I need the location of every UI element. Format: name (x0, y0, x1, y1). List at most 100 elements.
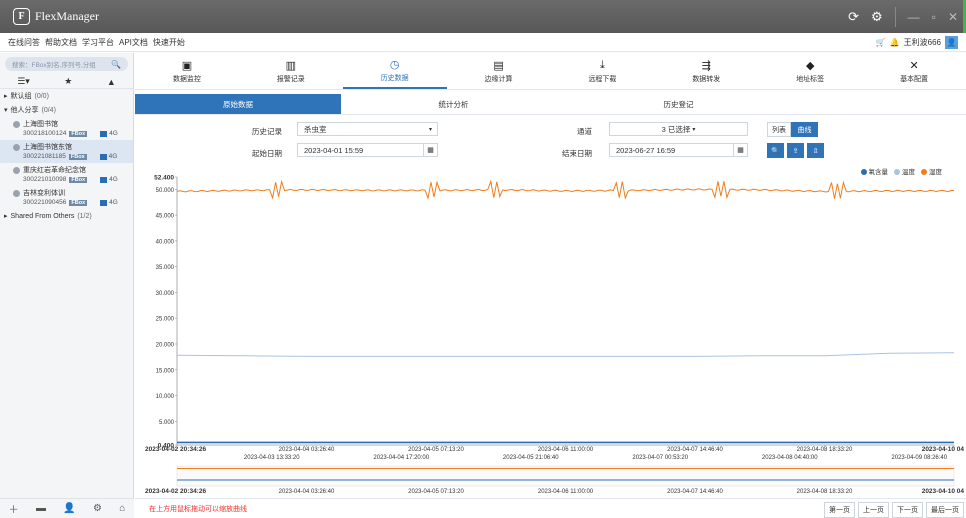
y-tick-label: 10.000 (156, 394, 175, 400)
list-view-button[interactable]: 列表 (767, 122, 791, 137)
channel-value: 3 已选择 (661, 124, 691, 134)
menu-item-learning[interactable]: 学习平台 (82, 37, 114, 47)
star-icon[interactable]: ★ (64, 76, 73, 86)
x-tick-label: 2023-04-07 14:46:40 (667, 447, 723, 453)
chevron-down-icon: ▾ (428, 126, 432, 133)
start-date-value: 2023-04-01 15:59 (304, 145, 364, 155)
maximize-button[interactable]: ▫ (931, 9, 936, 24)
calendar-icon[interactable]: ▦ (733, 143, 747, 157)
nav-label: 数据转发 (692, 75, 721, 83)
nav-data-monitor[interactable]: ▣ 数据监控 (135, 53, 239, 89)
device-item[interactable]: 重庆红岩革命纪念馆 300221010098 FBox 4G (0, 163, 133, 186)
network-type: 4G (109, 176, 118, 183)
refresh-icon[interactable]: ⟳ (848, 8, 860, 24)
device-search-input[interactable]: 搜索：FBox别名,序列号,分组 🔍 (5, 57, 128, 71)
network-type: 4G (108, 153, 118, 160)
home-icon[interactable]: ⌂ (119, 503, 126, 514)
end-date-label: 结束日期 (562, 149, 592, 158)
tab-raw-data[interactable]: 原始数据 (135, 94, 341, 114)
user-name[interactable]: 王利波666 (903, 38, 941, 47)
tab-statistics[interactable]: 统计分析 (438, 99, 469, 109)
list-view-icon[interactable]: ☰▾ (17, 76, 30, 86)
device-item[interactable]: 上海图书馆 300218100124 FBox 4G (0, 117, 133, 140)
y-tick-label: 25.000 (156, 317, 175, 323)
forward-icon: ⇶ (701, 59, 711, 72)
bell-icon[interactable]: 🔔 (889, 38, 900, 47)
tab-history-register[interactable]: 历史登记 (663, 99, 694, 109)
add-icon[interactable]: ＋ (8, 505, 19, 516)
device-item[interactable]: 吉林变利体训 300221090456 FBox 4G (0, 186, 133, 209)
x-tick-label: 2023-04-04 03:26:40 (279, 447, 335, 453)
menu-item-help[interactable]: 帮助文档 (45, 37, 77, 47)
warning-icon[interactable]: ▲ (106, 76, 116, 87)
next-page-button[interactable]: 下一页 (892, 502, 923, 518)
y-tick-label: 20.000 (156, 342, 175, 348)
device-serial: 300221081185 (23, 153, 66, 160)
group-default[interactable]: ▸ 默认组 (0/0) (0, 89, 133, 103)
caret-right-icon: ▸ (4, 93, 8, 100)
start-date-input[interactable]: 2023-04-01 15:59 ▦ (297, 143, 438, 157)
cart-icon[interactable]: 🛒 (875, 38, 886, 47)
search-button[interactable]: 🔍 (767, 143, 784, 158)
y-tick-label: 30.000 (156, 291, 175, 297)
settings-gear-icon[interactable]: ⚙ (871, 8, 883, 24)
divider (894, 6, 896, 27)
navigator-x-label: 2023-04-02 20:34:26 (145, 488, 206, 495)
menu-item-quickstart[interactable]: 快速开始 (152, 37, 185, 47)
device-serial: 300218100124 (23, 130, 67, 137)
history-icon: ◷ (389, 58, 400, 71)
history-line-chart[interactable]: 52.400 50.000 45.000 40.000 35.000 30.000 25.0… (135, 165, 966, 465)
prev-page-button[interactable]: 上一页 (858, 502, 889, 518)
sidebar: 搜索：FBox别名,序列号,分组 🔍 ☰▾ ★ ▲ ▸ 默认组 (0/0) ▾ … (0, 53, 134, 518)
channel-label: 通道 (577, 127, 592, 136)
nav-basic-config[interactable]: ✕ 基本配置 (862, 53, 966, 89)
nav-alarm-records[interactable]: ▥ 报警记录 (239, 53, 343, 89)
menu-item-qa[interactable]: 在线问答 (8, 37, 40, 47)
legend-item[interactable]: 氧含量 (860, 166, 888, 176)
config-icon: ✕ (909, 59, 919, 72)
signal-icon (100, 130, 108, 137)
last-page-button[interactable]: 最后一页 (926, 502, 964, 518)
folder-icon[interactable]: ▬ (35, 503, 46, 514)
group-shared-by-others[interactable]: ▾ 他人分享 (0/4) (0, 103, 133, 117)
end-date-input[interactable]: 2023-06-27 16:59 ▦ (609, 143, 748, 157)
close-button[interactable]: ✕ (947, 9, 958, 24)
series-line-2 (176, 179, 955, 201)
y-tick-label: 52.400 (154, 175, 174, 182)
nav-address-tags[interactable]: ◆ 地址标签 (758, 53, 862, 89)
sub-tabs: 原始数据 统计分析 历史登记 (135, 94, 966, 115)
history-record-select[interactable]: 杀虫室 ▾ (297, 122, 438, 136)
download-icon: ⤓ (600, 58, 605, 71)
search-icon[interactable]: 🔍 (111, 59, 121, 69)
nav-remote-download[interactable]: ⤓ 远程下载 (551, 53, 655, 89)
legend-item[interactable]: 湿度 (921, 166, 942, 176)
settings-icon[interactable]: ⚙ (92, 503, 102, 514)
navigator-x-label: 2023-04-06 11:00:00 (538, 489, 594, 495)
nav-data-forward[interactable]: ⇶ 数据转发 (654, 53, 758, 89)
y-tick-label: 50.000 (156, 188, 175, 194)
calendar-icon[interactable]: ▦ (423, 143, 437, 157)
export-button[interactable]: ⇪ (787, 143, 804, 158)
channel-select[interactable]: 3 已选择 ▾ (609, 122, 748, 136)
edge-compute-icon: ▤ (493, 59, 504, 72)
nav-history-data[interactable]: ◷ 历史数据 (342, 53, 447, 89)
fbox-badge: FBox (69, 176, 88, 183)
group-shared-from-others[interactable]: ▸ Shared From Others (1/2) (0, 209, 133, 223)
first-page-button[interactable]: 第一页 (824, 502, 855, 518)
zoom-navigator-chart[interactable]: 2023-04-02 20:34:26 2023-04-04 03:26:40 20… (135, 464, 966, 498)
nav-edge-compute[interactable]: ▤ 边缘计算 (447, 53, 551, 89)
menu-item-api[interactable]: API文档 (119, 37, 148, 47)
user-icon[interactable]: 👤 (63, 503, 76, 514)
legend-item[interactable]: 温度 (894, 166, 915, 176)
export-all-button[interactable]: ⇫ (807, 143, 824, 158)
group-count: (0/4) (41, 106, 56, 114)
minimize-button[interactable]: — (907, 9, 920, 24)
user-avatar-icon[interactable]: 👤 (945, 36, 958, 49)
group-count: (1/2) (77, 212, 92, 220)
nav-label: 历史数据 (380, 74, 409, 82)
group-label: 默认组 (10, 93, 32, 100)
history-record-value: 杀虫室 (304, 124, 327, 134)
curve-view-button[interactable]: 曲线 (791, 122, 818, 137)
caret-down-icon: ▾ (4, 107, 8, 114)
device-item[interactable]: 上海图书馆东馆 300221081185 FBox 4G (0, 140, 133, 163)
